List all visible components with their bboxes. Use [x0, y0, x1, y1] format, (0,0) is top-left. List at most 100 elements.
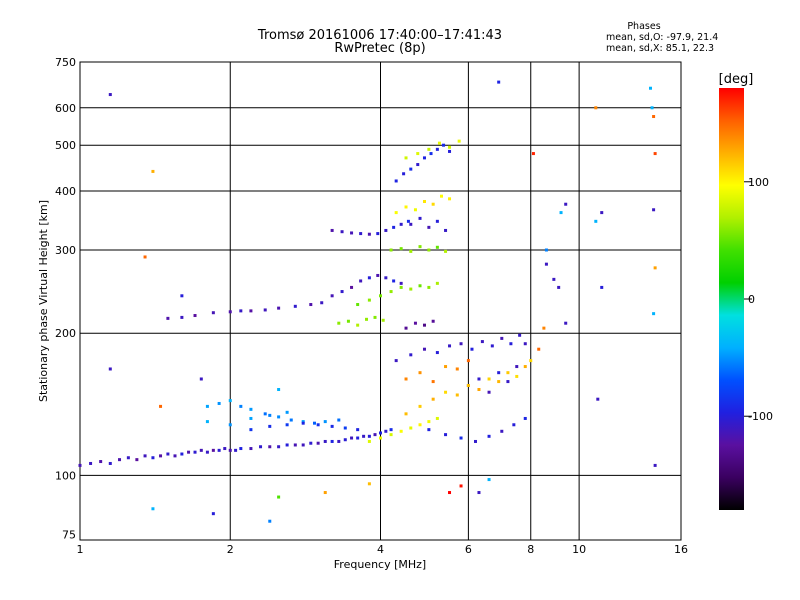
- data-point: [379, 436, 382, 440]
- data-point: [457, 139, 461, 143]
- data-point: [309, 441, 313, 445]
- data-point: [392, 279, 396, 283]
- data-point: [151, 456, 155, 460]
- data-point: [418, 371, 422, 375]
- data-point: [652, 208, 656, 212]
- data-point: [416, 152, 420, 156]
- data-point: [323, 420, 327, 424]
- colorbar-ticks: -100 0 100: [744, 176, 773, 423]
- y-tick-label: 300: [55, 244, 76, 257]
- x-tick-label: 8: [527, 543, 534, 556]
- data-point: [427, 285, 431, 289]
- data-point: [159, 404, 163, 408]
- data-point: [199, 448, 203, 452]
- data-point: [399, 222, 403, 226]
- data-point: [323, 491, 327, 495]
- colorbar-tick-label: 0: [748, 293, 755, 306]
- data-point: [89, 461, 93, 465]
- data-point: [392, 225, 396, 229]
- data-point: [205, 450, 209, 454]
- data-point: [193, 314, 197, 318]
- data-point: [211, 311, 215, 315]
- data-point: [356, 436, 360, 440]
- data-point: [518, 333, 522, 337]
- data-point: [312, 421, 316, 425]
- data-point: [509, 342, 513, 346]
- data-point: [487, 478, 491, 482]
- y-tick-label: 100: [55, 469, 76, 482]
- data-point: [389, 433, 393, 437]
- data-point: [180, 315, 184, 319]
- colorbar-gradient: [719, 88, 744, 510]
- x-tick-label: 2: [227, 543, 234, 556]
- data-point: [217, 448, 221, 452]
- data-point: [356, 323, 360, 327]
- data-point: [435, 245, 439, 249]
- data-point: [459, 484, 463, 488]
- data-point: [285, 443, 289, 447]
- data-point: [268, 445, 272, 449]
- data-point: [367, 434, 371, 438]
- data-point: [173, 454, 177, 458]
- data-point: [404, 326, 408, 330]
- data-point: [376, 232, 380, 236]
- plot-area: 1 2 4 6 8 10 16 75 100 200 300 400 500 600 750: [55, 56, 688, 556]
- data-point: [340, 230, 344, 234]
- data-point: [559, 211, 563, 215]
- data-point: [399, 429, 403, 433]
- data-point: [323, 439, 327, 443]
- chart-header: Tromsø 20161006 17:40:00–17:41:43 RwPret…: [257, 21, 718, 56]
- data-point: [649, 86, 653, 90]
- data-point: [376, 273, 380, 277]
- data-point: [466, 359, 470, 363]
- data-point: [108, 461, 112, 465]
- y-tick-label: 75: [62, 528, 76, 541]
- data-point: [362, 434, 366, 438]
- data-point: [239, 447, 243, 451]
- data-point: [459, 436, 463, 440]
- data-point: [429, 152, 433, 156]
- data-point: [346, 319, 350, 323]
- data-point: [427, 420, 431, 424]
- data-point: [166, 452, 170, 456]
- x-tick-label: 10: [572, 543, 586, 556]
- data-point: [497, 371, 501, 375]
- data-point: [293, 443, 297, 447]
- data-point: [544, 262, 548, 266]
- data-point: [277, 388, 281, 392]
- data-point: [159, 454, 163, 458]
- data-point: [523, 365, 527, 369]
- data-point: [180, 294, 184, 298]
- data-point: [263, 412, 267, 416]
- data-point: [135, 458, 139, 462]
- data-point: [356, 303, 360, 307]
- data-point: [404, 377, 408, 381]
- data-point: [596, 397, 600, 401]
- data-point: [151, 169, 155, 173]
- data-point: [529, 359, 533, 363]
- x-tick-label: 4: [377, 543, 384, 556]
- data-point: [320, 301, 324, 305]
- y-tick-label: 400: [55, 185, 76, 198]
- data-point: [473, 439, 477, 443]
- data-point: [367, 276, 371, 280]
- x-tick-label: 1: [77, 543, 84, 556]
- chart-title: Tromsø 20161006 17:40:00–17:41:43: [257, 28, 502, 43]
- data-point: [497, 380, 501, 384]
- data-point: [343, 426, 347, 430]
- data-point: [431, 397, 435, 401]
- data-point: [431, 202, 435, 206]
- x-axis: 1 2 4 6 8 10 16: [77, 543, 689, 556]
- data-point: [448, 149, 452, 153]
- data-point: [409, 426, 413, 430]
- data-point: [289, 418, 293, 422]
- data-point: [427, 225, 431, 229]
- data-point: [143, 255, 147, 259]
- data-point: [653, 463, 657, 467]
- data-point: [384, 429, 388, 433]
- data-point: [330, 424, 334, 428]
- data-point: [448, 197, 452, 201]
- data-point: [477, 388, 481, 392]
- data-point: [409, 353, 413, 357]
- data-point: [544, 248, 548, 252]
